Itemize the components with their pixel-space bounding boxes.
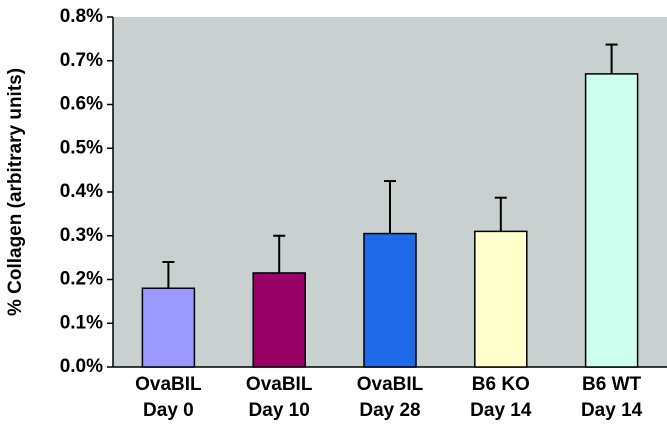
bar [141,287,196,368]
y-tick-label: 0.7% [60,50,103,71]
x-tick-label: Day 14 [581,400,643,421]
y-tick-label: 0.2% [60,269,103,290]
x-tick-label: B6 KO [472,374,530,395]
y-tick-label: 0.6% [60,94,103,115]
x-tick-label: OvaBIL [357,374,424,395]
bar [363,232,417,368]
y-tick-label: 0.3% [60,225,103,246]
x-tick-label: B6 WT [582,374,642,395]
y-tick-label: 0.0% [60,356,103,377]
y-axis-label: % Collagen (arbitrary units) [5,68,26,316]
y-tick-label: 0.4% [60,181,103,202]
x-tick-label: OvaBIL [135,374,202,395]
y-tick-label: 0.8% [60,6,103,27]
y-tick-label: 0.5% [60,137,103,158]
x-tick-label: Day 0 [143,400,194,421]
x-tick-label: OvaBIL [246,374,313,395]
x-tick-label: Day 10 [249,400,310,421]
x-tick-label: Day 14 [470,400,532,421]
x-tick-label: Day 28 [359,400,420,421]
y-tick-label: 0.1% [60,312,103,333]
bar [584,73,639,368]
bar [474,230,528,368]
bar [252,272,306,368]
